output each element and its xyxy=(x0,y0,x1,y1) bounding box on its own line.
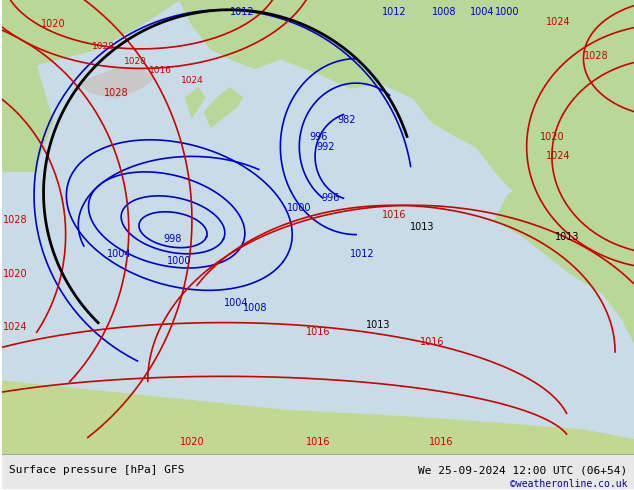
Text: 1024: 1024 xyxy=(3,322,27,333)
FancyBboxPatch shape xyxy=(3,454,634,489)
Text: 1020: 1020 xyxy=(124,57,146,66)
Text: 1024: 1024 xyxy=(546,17,571,27)
Text: 1012: 1012 xyxy=(350,249,375,259)
Polygon shape xyxy=(3,59,53,171)
Text: Surface pressure [hPa] GFS: Surface pressure [hPa] GFS xyxy=(9,465,184,475)
Text: 1016: 1016 xyxy=(382,210,406,220)
Text: 1024: 1024 xyxy=(181,76,204,85)
Text: We 25-09-2024 12:00 UTC (06+54): We 25-09-2024 12:00 UTC (06+54) xyxy=(418,465,628,475)
Text: 1012: 1012 xyxy=(382,7,406,17)
Text: 1028: 1028 xyxy=(3,215,27,225)
Text: 1016: 1016 xyxy=(429,438,454,447)
Text: 1028: 1028 xyxy=(104,88,129,98)
Polygon shape xyxy=(495,122,634,318)
Text: 1000: 1000 xyxy=(287,203,311,213)
Text: 1016: 1016 xyxy=(306,327,330,338)
Text: 1016: 1016 xyxy=(306,438,330,447)
Text: 1008: 1008 xyxy=(243,303,268,313)
Text: 1000: 1000 xyxy=(495,7,520,17)
Polygon shape xyxy=(299,24,356,78)
Polygon shape xyxy=(78,69,154,98)
Text: 1020: 1020 xyxy=(3,269,27,279)
Text: 996: 996 xyxy=(309,132,327,142)
Text: 1012: 1012 xyxy=(230,7,255,17)
Text: ©weatheronline.co.uk: ©weatheronline.co.uk xyxy=(510,479,628,489)
Text: 1028: 1028 xyxy=(584,51,609,61)
Polygon shape xyxy=(205,88,242,127)
Text: 1013: 1013 xyxy=(366,320,391,330)
Text: 1016: 1016 xyxy=(420,337,444,347)
Text: 992: 992 xyxy=(316,142,335,151)
Text: 996: 996 xyxy=(321,193,340,203)
Polygon shape xyxy=(3,381,634,455)
Text: 1020: 1020 xyxy=(41,20,65,29)
Text: 1004: 1004 xyxy=(470,7,495,17)
FancyBboxPatch shape xyxy=(3,0,634,455)
Text: 1013: 1013 xyxy=(555,232,580,242)
Text: 982: 982 xyxy=(337,115,356,125)
Text: 1028: 1028 xyxy=(92,42,115,51)
Text: 1024: 1024 xyxy=(546,151,571,161)
Text: 1020: 1020 xyxy=(540,132,564,142)
Text: 998: 998 xyxy=(164,235,182,245)
Polygon shape xyxy=(3,0,634,342)
Text: 1020: 1020 xyxy=(179,438,204,447)
Text: 1008: 1008 xyxy=(432,7,456,17)
Polygon shape xyxy=(186,88,205,117)
Text: 1004: 1004 xyxy=(224,298,249,308)
Text: 1013: 1013 xyxy=(410,222,435,232)
Text: 1000: 1000 xyxy=(167,256,191,267)
Text: 1016: 1016 xyxy=(149,66,172,75)
Text: 1004: 1004 xyxy=(107,249,132,259)
